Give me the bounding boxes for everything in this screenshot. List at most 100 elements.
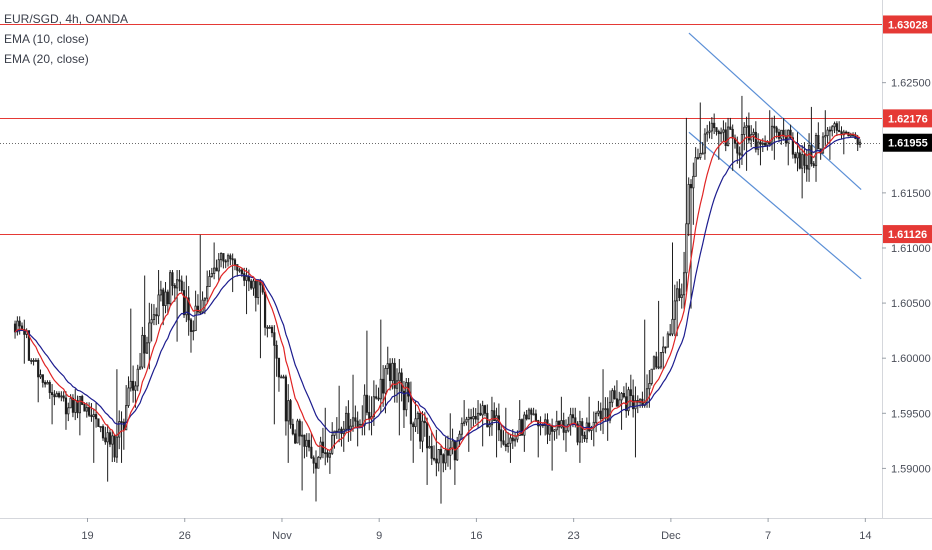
candle-body bbox=[305, 439, 308, 447]
level-price-badge-bg bbox=[883, 15, 932, 34]
candle-body bbox=[736, 142, 739, 154]
candle-body bbox=[775, 127, 778, 133]
candle-body bbox=[710, 122, 713, 132]
candle-body bbox=[217, 259, 220, 272]
candle-body bbox=[761, 142, 764, 145]
candle-body bbox=[377, 397, 380, 400]
candle-body bbox=[127, 387, 130, 406]
candle-body bbox=[50, 392, 54, 396]
candle-body bbox=[763, 142, 767, 146]
candle-body bbox=[474, 415, 477, 420]
candle-body bbox=[412, 423, 415, 428]
candle-body bbox=[460, 422, 463, 435]
candle-body bbox=[794, 153, 797, 159]
candle-body bbox=[166, 291, 169, 305]
candle-body bbox=[263, 291, 267, 328]
candle-body bbox=[692, 175, 695, 189]
candle-body bbox=[588, 422, 591, 431]
candle-body bbox=[731, 128, 734, 139]
candle-body bbox=[548, 425, 551, 435]
candle-body bbox=[231, 258, 234, 261]
candle-body bbox=[344, 412, 348, 430]
candle-body bbox=[789, 129, 792, 139]
candle-body bbox=[104, 437, 107, 443]
candle-body bbox=[444, 449, 447, 464]
candle-body bbox=[301, 434, 304, 437]
candle-body bbox=[324, 452, 327, 455]
candle-body bbox=[833, 123, 836, 128]
candle-body bbox=[525, 414, 528, 420]
candle-body bbox=[666, 333, 669, 348]
price-tick-label: 1.60000 bbox=[891, 353, 931, 365]
candle-body bbox=[585, 422, 588, 440]
candle-body bbox=[67, 407, 70, 415]
candle-body bbox=[490, 410, 494, 426]
candle-body bbox=[613, 390, 616, 400]
candle-body bbox=[245, 276, 248, 281]
candle-body bbox=[669, 333, 672, 336]
candle-body bbox=[509, 437, 512, 444]
candle-body bbox=[488, 424, 491, 428]
candle-body bbox=[326, 452, 329, 458]
candle-body bbox=[83, 404, 86, 412]
candle-body bbox=[622, 392, 625, 398]
candle-body bbox=[257, 280, 260, 298]
candle-body bbox=[599, 410, 602, 420]
candle-body bbox=[55, 393, 58, 398]
candle-body bbox=[791, 137, 794, 155]
candle-body bbox=[437, 449, 440, 464]
candle-body bbox=[266, 326, 269, 329]
candle-body bbox=[481, 405, 484, 416]
candle-body bbox=[78, 396, 81, 414]
level-price-badge-bg bbox=[883, 109, 932, 128]
candle-body bbox=[76, 400, 79, 414]
candle-body bbox=[328, 452, 331, 458]
candle-body bbox=[194, 305, 197, 332]
candle-body bbox=[479, 412, 482, 416]
candle-body bbox=[108, 432, 112, 445]
candle-body bbox=[111, 435, 114, 445]
candle-body bbox=[164, 291, 167, 306]
candle-body bbox=[365, 394, 369, 413]
candle-body bbox=[270, 326, 274, 334]
candle-body bbox=[414, 418, 417, 428]
candle-body bbox=[807, 145, 811, 170]
candle-body bbox=[134, 385, 137, 391]
candle-body bbox=[18, 320, 21, 327]
candle-body bbox=[682, 272, 686, 296]
candle-body bbox=[294, 433, 297, 444]
candle-body bbox=[303, 434, 306, 447]
candle-body bbox=[37, 359, 40, 378]
legend-symbol: EUR/SGD, 4h, OANDA bbox=[4, 12, 129, 26]
candle-body bbox=[655, 356, 658, 368]
candle-body bbox=[530, 409, 533, 415]
candle-body bbox=[340, 428, 343, 434]
candle-body bbox=[423, 420, 426, 424]
candle-body bbox=[502, 440, 505, 445]
candle-body bbox=[34, 359, 37, 362]
candle-body bbox=[69, 397, 72, 409]
candle-body bbox=[136, 368, 139, 387]
candle-body bbox=[115, 436, 119, 458]
last-price-badge: 1.61955 bbox=[888, 138, 928, 150]
candle-body bbox=[856, 137, 859, 145]
candle-body bbox=[527, 409, 531, 420]
price-tick-label: 1.60500 bbox=[891, 298, 931, 310]
candle-body bbox=[159, 289, 162, 296]
candle-body bbox=[680, 294, 683, 298]
candle-body bbox=[152, 314, 156, 321]
candle-body bbox=[233, 259, 237, 265]
candle-body bbox=[773, 125, 776, 129]
channel-line bbox=[688, 32, 862, 191]
legend-ema20: EMA (20, close) bbox=[4, 52, 89, 66]
price-tick-label: 1.59500 bbox=[891, 408, 931, 420]
candle-body bbox=[757, 141, 760, 150]
candle-body bbox=[296, 420, 299, 444]
candle-body bbox=[534, 413, 538, 421]
candle-body bbox=[402, 390, 406, 411]
candle-body bbox=[483, 405, 487, 414]
candle-body bbox=[148, 322, 151, 344]
candle-body bbox=[268, 326, 271, 329]
candle-body bbox=[465, 418, 468, 423]
